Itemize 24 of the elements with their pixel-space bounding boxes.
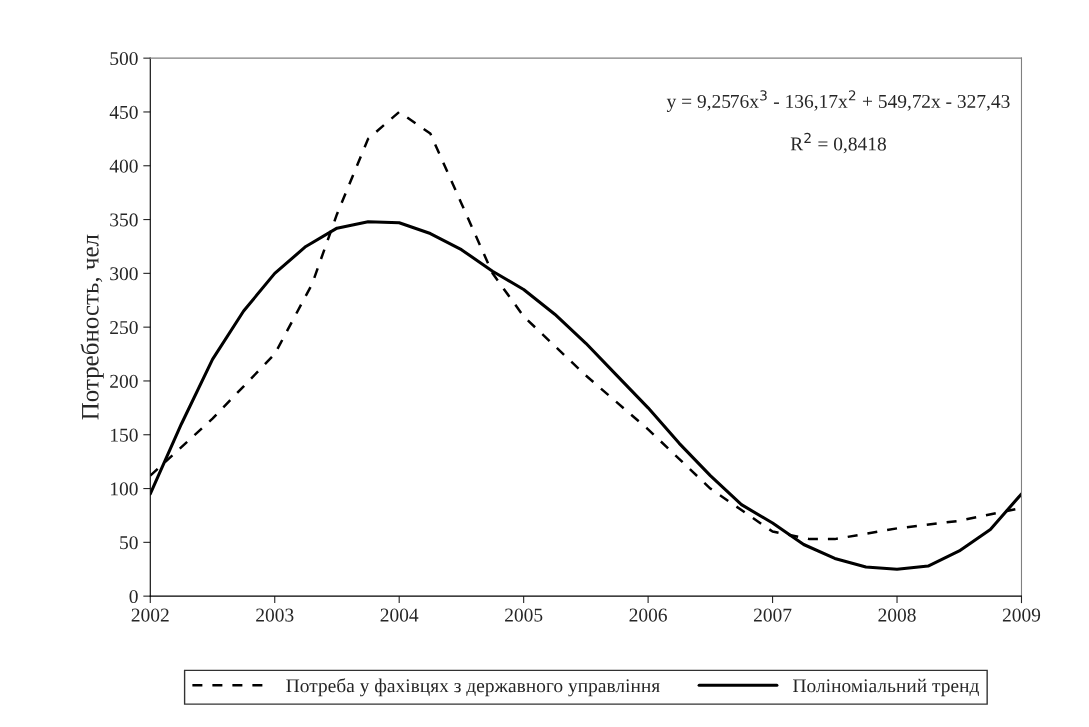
annotation: R$^{2}$ = 0,8418 xyxy=(790,132,886,154)
y-tick-label: 150 xyxy=(111,428,138,442)
x-tick-label: 2003 xyxy=(256,608,294,622)
y-tick-label: 100 xyxy=(111,482,138,496)
x-tick-label: 2005 xyxy=(505,608,543,622)
legend-label: Потреба у фахівцях з державного управління xyxy=(286,678,660,697)
x-tick-label: 2009 xyxy=(1002,608,1041,622)
y-tick-label: 350 xyxy=(110,213,138,227)
y-tick-label: 250 xyxy=(110,320,138,335)
y-tick-label: 200 xyxy=(110,374,138,388)
x-tick-label: 2002 xyxy=(131,608,169,622)
x-tick-label: 2007 xyxy=(753,608,792,622)
y-tick-label: 300 xyxy=(110,267,138,281)
y-tick-label: 50 xyxy=(120,536,138,550)
y-tick-label: 500 xyxy=(110,51,138,66)
legend-label: Поліноміальний тренд xyxy=(793,678,979,697)
y-tick-label: 400 xyxy=(109,159,138,173)
x-tick-label: 2006 xyxy=(629,608,667,622)
y-tick-label: 0 xyxy=(129,589,138,604)
annotation: y = 9,2576x$^{3}$ - 136,17x$^{2}$ + 549,72x - 327,43 xyxy=(666,90,1010,112)
y-tick-label: 450 xyxy=(109,105,138,119)
x-tick-label: 2008 xyxy=(878,608,916,622)
y-axis-title: Потребность, чел xyxy=(80,234,104,420)
x-tick-label: 2004 xyxy=(380,608,419,622)
